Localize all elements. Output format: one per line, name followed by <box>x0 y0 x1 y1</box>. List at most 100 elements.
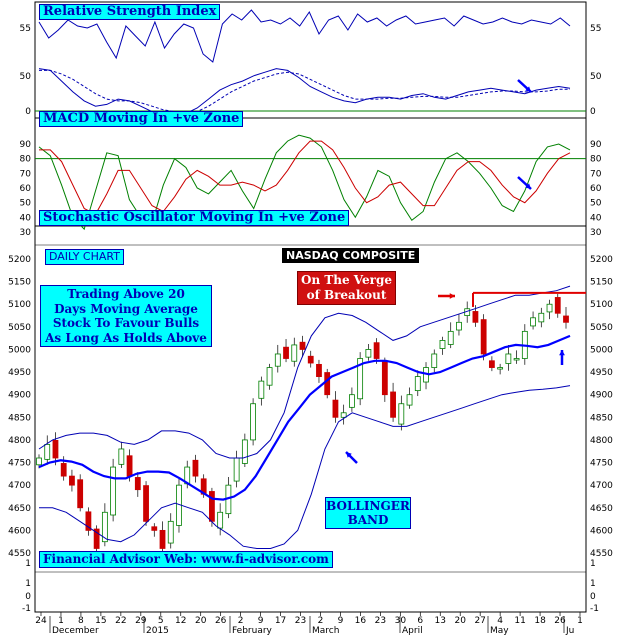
candle-down <box>143 485 149 522</box>
candle-up <box>349 394 355 408</box>
candle-down <box>390 391 396 418</box>
x-month-label: April <box>402 626 423 635</box>
chart-title: NASDAQ COMPOSITE <box>282 248 420 263</box>
y-tick-label-right: 5050 <box>590 323 613 333</box>
x-tick-label: 16 <box>355 616 367 626</box>
y-tick-label-right: 70 <box>590 169 602 179</box>
candle-down <box>77 479 84 509</box>
y-tick-label-right: 5150 <box>590 278 613 288</box>
candle-up <box>546 303 553 313</box>
candle-up <box>513 358 520 361</box>
y-tick-label-left: -1 <box>22 604 31 614</box>
x-month-label: February <box>232 626 273 635</box>
candle-down <box>381 360 388 396</box>
x-tick-label: 18 <box>534 616 546 626</box>
candle-down <box>134 477 141 491</box>
y-tick-label-left: 50 <box>20 72 32 82</box>
y-tick-label-right: 4900 <box>590 391 613 401</box>
x-tick-label: 27 <box>474 616 485 626</box>
y-tick-label-right: 1 <box>590 579 596 589</box>
x-tick-label: 11 <box>514 616 525 626</box>
x-month-label: 2015 <box>146 626 169 635</box>
x-tick-label: 17 <box>275 616 286 626</box>
candle-down <box>472 311 479 323</box>
candle-up <box>36 457 42 466</box>
y-tick-label-left: 4700 <box>8 481 31 491</box>
candle-up <box>505 353 512 364</box>
y-tick-label-left: 55 <box>20 24 31 34</box>
candle-up <box>233 457 240 482</box>
x-month-label: December <box>52 626 99 635</box>
y-tick-label-left: 4550 <box>8 549 31 559</box>
candle-down <box>60 463 67 477</box>
candle-down <box>324 372 331 396</box>
candle-up <box>530 317 536 327</box>
y-tick-label-right: 5000 <box>590 345 613 355</box>
macd-arrow-icon-head <box>525 86 531 92</box>
candle-down <box>299 341 306 350</box>
bollinger-line-1: BOLLINGER <box>326 499 410 513</box>
x-tick-label: 6 <box>417 616 423 626</box>
x-tick-label: 9 <box>338 616 344 626</box>
candle-up <box>340 412 347 418</box>
candle-up <box>439 340 446 349</box>
y-tick-label-left: 40 <box>20 213 32 223</box>
y-tick-label-right: 50 <box>590 72 602 82</box>
candle-down <box>488 360 495 368</box>
candle-up <box>217 511 224 529</box>
candle-up <box>167 520 174 544</box>
trading-line-4: As Long As Holds Above <box>45 330 207 345</box>
x-tick-label: 30 <box>395 616 407 626</box>
candle-up <box>250 403 256 441</box>
x-tick-label: 20 <box>195 616 207 626</box>
y-tick-label-right: 5100 <box>590 300 613 310</box>
y-tick-label-right: 4950 <box>590 368 613 378</box>
candle-down <box>192 459 199 477</box>
candle-up <box>110 466 117 516</box>
candle-down <box>307 355 314 364</box>
x-tick-label: 23 <box>295 616 306 626</box>
candle-up <box>431 353 438 368</box>
y-tick-label-left: 1 <box>25 559 31 569</box>
candle-up <box>258 380 265 399</box>
x-tick-label: 1 <box>58 616 64 626</box>
x-tick-label: 15 <box>95 616 106 626</box>
y-tick-label-right: 5200 <box>590 255 613 265</box>
y-tick-label-left: 4650 <box>8 504 31 514</box>
y-tick-label-left: 5000 <box>8 345 31 355</box>
candle-up <box>101 511 108 543</box>
y-tick-label-right: 40 <box>590 213 602 223</box>
candle-down <box>159 529 166 549</box>
bollinger-lower-band <box>39 385 571 549</box>
y-tick-label-left: 80 <box>20 155 32 165</box>
candle-down <box>52 439 59 459</box>
y-tick-label-right: 4550 <box>590 549 613 559</box>
y-tick-label-left: 4750 <box>8 459 31 469</box>
y-tick-label-left: 4800 <box>8 436 31 446</box>
verge-line-1: On The Verge <box>300 273 392 287</box>
stochastic-label: Stochastic Oscillator Moving In +ve Zone <box>39 210 350 226</box>
x-tick-label: 24 <box>35 616 47 626</box>
y-tick-label-right: 60 <box>590 184 602 194</box>
bollinger-annotation: BOLLINGER BAND <box>325 497 411 529</box>
trading-line-3: Stock To Favour Bulls <box>52 316 200 330</box>
candle-down <box>373 342 380 359</box>
x-tick-label: 9 <box>258 616 264 626</box>
stochastic-k-line <box>38 134 571 231</box>
support-arrow-icon-head <box>559 350 565 356</box>
x-month-label: May <box>490 626 509 635</box>
y-tick-label-left: 5150 <box>8 278 31 288</box>
candle-down <box>85 511 92 531</box>
y-tick-label-right: -1 <box>590 604 599 614</box>
y-tick-label-right: 55 <box>590 24 601 34</box>
candle-up <box>497 367 504 370</box>
x-tick-label: 5 <box>158 616 164 626</box>
y-tick-label-left: 4950 <box>8 368 31 378</box>
macd-signal-line <box>39 69 570 114</box>
x-tick-label: 22 <box>115 616 126 626</box>
y-tick-label-left: 4600 <box>8 526 31 536</box>
rsi-label: Relative Strength Index <box>39 4 221 20</box>
x-tick-label: 23 <box>375 616 386 626</box>
x-tick-label: 20 <box>454 616 466 626</box>
